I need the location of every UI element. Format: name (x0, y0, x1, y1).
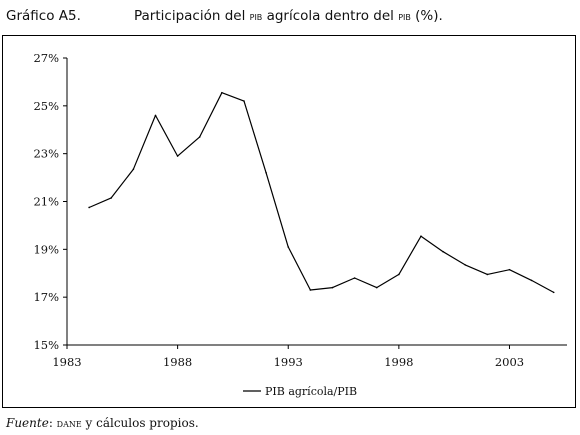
data-point (530, 279, 533, 282)
data-point (398, 273, 400, 276)
x-tick-label: 1983 (52, 355, 81, 369)
y-tick-label: 21% (33, 195, 59, 209)
y-tick-label: 15% (33, 338, 59, 352)
data-point (110, 197, 113, 199)
y-tick-label: 27% (33, 51, 59, 65)
data-point (198, 136, 201, 138)
y-tick-label: 23% (33, 147, 59, 161)
data-point (464, 264, 467, 266)
data-point (353, 277, 356, 279)
data-point (508, 268, 511, 271)
chart-legend: PIB agrícola/PIB (243, 385, 357, 398)
data-point (243, 100, 245, 102)
data-point (132, 168, 135, 171)
data-point (331, 286, 334, 289)
data-point (154, 114, 157, 117)
series-layer (88, 91, 555, 294)
y-tick-label: 19% (33, 242, 59, 256)
data-point (309, 289, 312, 291)
chart-frame (2, 35, 576, 408)
x-tick-label: 1988 (163, 355, 192, 369)
chart-axes: 15% 17% 19% 21% 23% 25% 27% 1983 1988 1993 1998 200… (33, 51, 567, 369)
source-note: Fuente: DANE y cálculos propios. (6, 416, 199, 430)
data-point (287, 246, 290, 248)
series-line (88, 92, 554, 293)
data-point (442, 250, 444, 253)
data-point (552, 291, 555, 294)
x-tick-label: 2003 (495, 355, 524, 369)
data-point (176, 155, 179, 157)
data-point (88, 206, 90, 209)
figure-title: Participación del PIB agrícola dentro de… (134, 8, 443, 24)
data-point (420, 235, 422, 237)
y-tick-label: 25% (33, 99, 59, 113)
x-tick-label: 1998 (384, 355, 413, 369)
figure-number: Gráfico A5. (6, 8, 81, 24)
x-tick-label: 1993 (274, 355, 303, 369)
y-tick-label: 17% (33, 290, 59, 304)
legend-label: PIB agrícola/PIB (265, 385, 357, 398)
data-point (375, 286, 378, 289)
data-point (221, 91, 223, 94)
data-point (486, 273, 489, 276)
data-point (265, 172, 267, 174)
figure-header: Gráfico A5. Participación del PIB agríco… (6, 5, 576, 27)
